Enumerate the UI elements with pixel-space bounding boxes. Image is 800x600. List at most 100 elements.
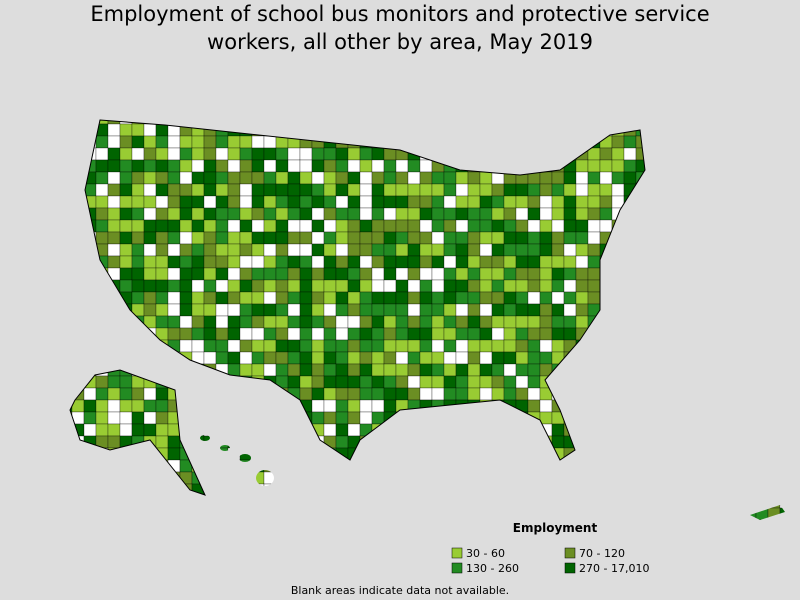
region <box>347 327 361 341</box>
region <box>527 291 541 305</box>
region <box>479 471 493 485</box>
region <box>611 315 625 329</box>
region <box>275 231 289 245</box>
region <box>335 507 349 520</box>
region <box>347 507 361 520</box>
region <box>143 363 157 377</box>
region <box>419 171 433 185</box>
region <box>792 508 800 520</box>
region <box>155 159 169 173</box>
region <box>755 171 769 185</box>
region <box>539 351 553 365</box>
region <box>731 171 745 185</box>
region <box>311 327 325 341</box>
region <box>503 291 517 305</box>
region <box>215 399 229 413</box>
region <box>395 123 409 137</box>
region <box>179 375 193 389</box>
region <box>635 267 649 281</box>
region <box>599 255 613 269</box>
region <box>611 183 625 197</box>
region <box>287 171 301 185</box>
region <box>491 159 505 173</box>
region <box>731 279 745 293</box>
region <box>71 435 85 449</box>
region <box>683 255 697 269</box>
region <box>575 495 589 509</box>
region <box>563 279 577 293</box>
region <box>587 267 601 281</box>
region <box>731 411 745 425</box>
region <box>143 519 157 520</box>
region <box>83 195 97 209</box>
region <box>767 519 781 520</box>
region <box>611 363 625 377</box>
region <box>744 100 756 112</box>
region <box>215 459 229 473</box>
region <box>743 171 757 185</box>
region <box>239 435 253 449</box>
region <box>455 411 469 425</box>
region <box>287 435 301 449</box>
region <box>323 375 337 389</box>
region <box>95 195 109 209</box>
region <box>359 411 373 425</box>
region <box>395 207 409 221</box>
region <box>491 459 505 473</box>
region <box>70 171 73 185</box>
region <box>347 255 361 269</box>
region <box>455 120 469 125</box>
region <box>251 351 265 365</box>
region <box>683 291 697 305</box>
region <box>395 483 409 497</box>
region <box>347 120 361 125</box>
region <box>755 411 769 425</box>
region <box>323 327 337 341</box>
region <box>659 255 673 269</box>
region <box>71 375 85 389</box>
region <box>695 243 709 257</box>
region <box>276 100 288 112</box>
region <box>287 279 301 293</box>
region <box>455 147 469 161</box>
region <box>215 495 229 509</box>
region <box>455 471 469 485</box>
region <box>311 507 325 520</box>
region <box>659 327 673 341</box>
region <box>779 159 785 173</box>
region <box>635 411 649 425</box>
region <box>359 507 373 520</box>
region <box>491 147 505 161</box>
region <box>335 243 349 257</box>
region <box>299 279 313 293</box>
region <box>767 303 781 317</box>
region <box>383 120 397 125</box>
region <box>383 243 397 257</box>
region <box>263 231 277 245</box>
region <box>792 220 800 232</box>
region <box>299 123 313 137</box>
region <box>551 123 565 137</box>
region <box>683 507 697 520</box>
region <box>335 447 349 461</box>
region <box>419 267 433 281</box>
region <box>671 279 685 293</box>
region <box>707 171 721 185</box>
region <box>576 100 588 112</box>
region <box>335 135 349 149</box>
region <box>455 315 469 329</box>
region <box>359 120 373 125</box>
region <box>168 100 180 112</box>
region <box>443 351 457 365</box>
region <box>239 159 253 173</box>
region <box>647 255 661 269</box>
region <box>563 147 577 161</box>
region <box>431 291 445 305</box>
region <box>779 279 785 293</box>
map-regions <box>70 100 800 520</box>
region <box>551 171 565 185</box>
region <box>743 447 757 461</box>
region <box>503 483 517 497</box>
region <box>599 483 613 497</box>
region <box>611 135 625 149</box>
